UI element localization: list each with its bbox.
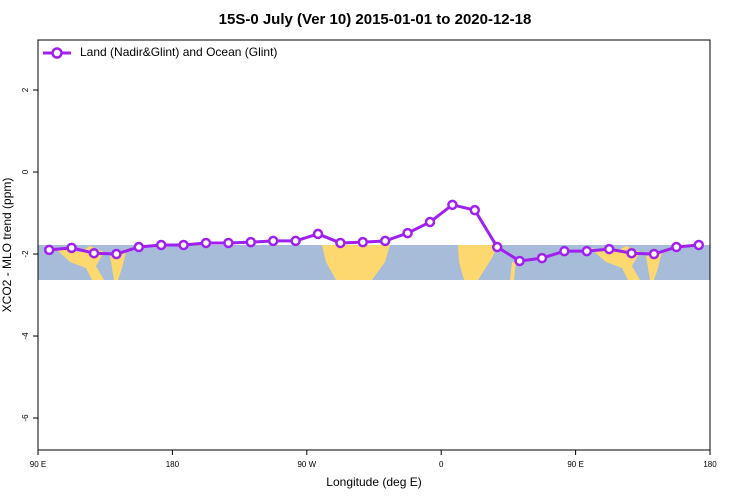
data-point [111, 248, 122, 260]
data-point [379, 235, 391, 247]
data-point [603, 243, 615, 255]
y-tick-label: -6 [21, 414, 30, 422]
x-tick-label: 180 [166, 460, 180, 469]
data-point [223, 237, 234, 249]
data-point [424, 216, 436, 228]
data-point [66, 242, 77, 254]
plot-frame [37, 39, 711, 451]
data-point [559, 245, 570, 257]
data-point [43, 244, 55, 256]
x-tick-label: 90 W [297, 460, 316, 469]
data-point [671, 241, 682, 253]
x-tick-label: 180 [703, 460, 717, 469]
data-point [200, 237, 212, 249]
legend-label: Land (Nadir&Glint) and Ocean (Glint) [80, 45, 277, 59]
data-point [626, 247, 637, 259]
data-point [447, 199, 458, 211]
data-point [693, 239, 705, 251]
data-point [491, 241, 503, 253]
data-point [357, 236, 369, 248]
y-tick-label: -4 [21, 332, 30, 340]
x-tick-label: 90 E [30, 460, 46, 469]
data-point [133, 241, 145, 253]
x-axis-label: Longitude (deg E) [326, 475, 421, 489]
data-point [648, 248, 660, 260]
chart-title: 15S-0 July (Ver 10) 2015-01-01 to 2020-1… [219, 11, 532, 28]
data-point [88, 247, 100, 259]
data-point [155, 239, 167, 251]
data-point [536, 252, 548, 264]
data-point [178, 239, 189, 251]
data-point [514, 255, 525, 267]
legend-marker [51, 47, 63, 59]
data-point [402, 227, 413, 239]
x-tick-label: 0 [439, 460, 444, 469]
y-tick-label: 0 [21, 169, 30, 174]
x-tick-label: 90 E [567, 460, 583, 469]
data-point [267, 235, 279, 247]
y-tick-label: -2 [21, 250, 30, 258]
data-point [581, 245, 593, 257]
data-point [312, 228, 324, 240]
y-axis-label: XCO2 - MLO trend (ppm) [0, 178, 14, 313]
data-point [469, 204, 481, 216]
y-tick-label: 2 [21, 87, 30, 92]
data-point [335, 237, 346, 249]
data-point [290, 235, 301, 247]
data-point [245, 236, 257, 248]
